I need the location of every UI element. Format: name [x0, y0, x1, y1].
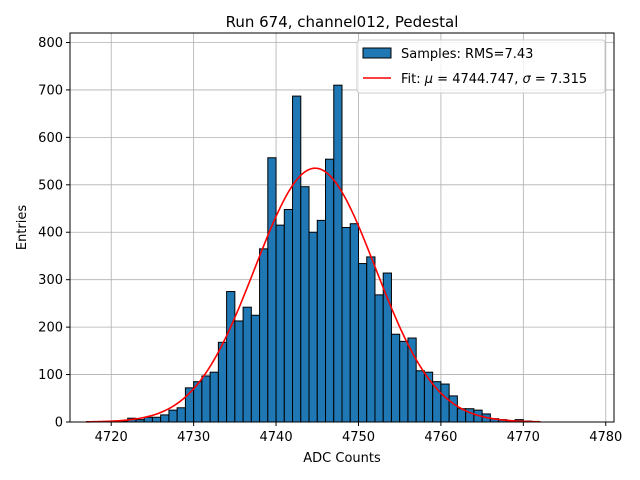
y-tick-label: 600 — [38, 131, 63, 146]
legend-histogram-rms: 7.43 — [504, 47, 533, 62]
histogram-bar — [341, 227, 351, 423]
histogram-bar — [250, 314, 261, 423]
x-axis-ticks: 4720 4730 4740 4750 4760 4770 4780 — [95, 422, 622, 445]
y-tick-label: 800 — [38, 36, 63, 51]
histogram-bar — [374, 294, 384, 423]
histogram-bar — [300, 186, 310, 423]
y-tick-label: 200 — [38, 321, 63, 336]
histogram-bars — [85, 84, 541, 423]
plot-frame — [69, 32, 615, 423]
legend-histogram-prefix: Samples: RMS= — [401, 47, 504, 62]
histogram-bar — [217, 341, 228, 423]
x-tick-label: 4750 — [342, 430, 375, 445]
x-axis-label: ADC Counts — [303, 451, 381, 466]
legend-box — [356, 39, 606, 94]
histogram-bar — [234, 320, 244, 423]
x-tick-label: 4720 — [95, 430, 128, 445]
legend-fit-mu-value: = 4744.747, — [433, 72, 522, 87]
legend-fit-sigma-value: = 7.315 — [531, 72, 587, 87]
histogram-bar — [283, 208, 294, 423]
histogram-bar — [151, 416, 162, 423]
y-tick-label: 0 — [55, 416, 63, 431]
histogram-bar — [259, 248, 269, 423]
histogram-bar — [168, 409, 178, 423]
histogram-bar — [325, 158, 335, 423]
histogram-bar — [226, 291, 236, 423]
histogram-bar — [160, 414, 170, 423]
y-tick-label: 100 — [38, 368, 63, 383]
histogram-bar — [440, 383, 450, 423]
fit-curve — [86, 167, 540, 423]
histogram-bar — [382, 272, 392, 423]
legend-histogram-label: Samples: RMS=7.43 — [401, 47, 533, 62]
y-tick-label: 400 — [38, 226, 63, 241]
histogram-bar — [390, 333, 401, 423]
histogram-bar — [209, 371, 219, 423]
y-axis-ticks: 0 100 200 300 400 500 600 700 800 — [38, 36, 70, 431]
legend-fit-label: Fit: μ = 4744.747, σ = 7.315 — [401, 72, 587, 87]
x-tick-label: 4740 — [260, 430, 293, 445]
y-tick-label: 500 — [38, 178, 63, 193]
legend-fit-mu-symbol: μ — [424, 72, 433, 87]
histogram-bar — [201, 375, 211, 423]
histogram-bar — [333, 84, 343, 423]
legend-fit-prefix: Fit: — [401, 72, 425, 87]
y-tick-label: 300 — [38, 273, 63, 288]
histogram-bar — [448, 395, 458, 423]
histogram-bar — [366, 256, 376, 423]
histogram-bar — [292, 95, 302, 423]
legend-histogram-swatch — [362, 47, 392, 59]
x-tick-label: 4780 — [589, 430, 622, 445]
histogram-bar — [267, 157, 277, 423]
histogram-bar — [316, 219, 327, 423]
histogram-bar — [399, 340, 409, 423]
legend-fit-sigma-symbol: σ — [523, 72, 532, 87]
x-tick-label: 4760 — [424, 430, 457, 445]
histogram-bar — [415, 370, 425, 423]
y-axis-label: Entries — [15, 205, 30, 251]
histogram-bar — [308, 231, 318, 423]
x-tick-label: 4730 — [177, 430, 210, 445]
histogram-bar — [349, 223, 359, 423]
x-tick-label: 4770 — [507, 430, 540, 445]
histogram-bar — [275, 224, 285, 423]
histogram-bar — [357, 263, 368, 423]
y-tick-label: 700 — [38, 83, 63, 98]
histogram-bar — [176, 407, 186, 423]
histogram-bar — [242, 306, 252, 423]
chart-title: Run 674, channel012, Pedestal — [226, 13, 459, 31]
legend: Samples: RMS=7.43 Fit: μ = 4744.747, σ =… — [356, 39, 606, 94]
